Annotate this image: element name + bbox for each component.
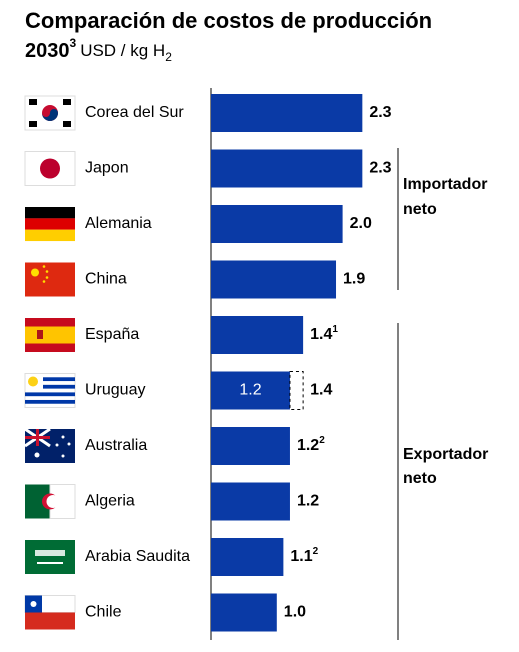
flag-part bbox=[25, 392, 75, 397]
flag-part bbox=[42, 109, 58, 121]
value-label: 1.1 bbox=[290, 548, 312, 565]
value-label-group: 2.3 bbox=[369, 160, 391, 177]
category-label: Japon bbox=[85, 160, 129, 177]
group-label: Exportador bbox=[403, 446, 488, 463]
category-label: China bbox=[85, 271, 127, 288]
flag-part bbox=[61, 435, 65, 439]
bar bbox=[211, 260, 337, 299]
value-label: 1.2 bbox=[297, 437, 319, 454]
category-label: Alemania bbox=[85, 215, 152, 232]
footnote: 2 bbox=[313, 546, 319, 557]
flag-part bbox=[55, 443, 59, 447]
value-label: 1.4 bbox=[310, 326, 332, 343]
category-label: Australia bbox=[85, 437, 147, 454]
category-label: Uruguay bbox=[85, 382, 145, 399]
flag-part bbox=[46, 495, 60, 508]
flag-part bbox=[37, 330, 43, 339]
chart-title: Comparación de costos de producción bbox=[25, 8, 432, 33]
category-label: Corea del Sur bbox=[85, 104, 184, 121]
value-label-group: 1.0 bbox=[284, 604, 306, 621]
flag-part bbox=[63, 121, 71, 127]
flag bbox=[24, 151, 76, 186]
bar bbox=[211, 482, 290, 521]
flag bbox=[25, 207, 75, 242]
value-label-group: 1.22 bbox=[297, 435, 325, 455]
flag-part bbox=[43, 384, 75, 389]
flag-part bbox=[35, 550, 65, 556]
title-footnote: 3 bbox=[70, 36, 77, 50]
flag bbox=[24, 427, 75, 463]
flag-part bbox=[25, 229, 75, 242]
flag bbox=[25, 262, 75, 297]
value-label: 1.2 bbox=[297, 493, 319, 510]
footnote: 1 bbox=[332, 324, 338, 335]
flag-part bbox=[42, 265, 46, 268]
unit-subscript: 2 bbox=[165, 50, 172, 64]
group-label: neto bbox=[403, 201, 437, 218]
group-label: Importador bbox=[403, 176, 487, 193]
value-label: 1.0 bbox=[284, 604, 306, 621]
value-label-group: 1.41 bbox=[310, 324, 338, 344]
flag-part bbox=[61, 454, 65, 458]
category-label: Chile bbox=[85, 604, 122, 621]
flag-part bbox=[31, 268, 39, 277]
category-label: España bbox=[85, 326, 139, 343]
flag-part bbox=[25, 612, 75, 630]
flag bbox=[25, 484, 76, 519]
value-label: 2.3 bbox=[369, 160, 391, 177]
footnote: 2 bbox=[319, 435, 325, 446]
title-year: 2030 bbox=[25, 40, 70, 62]
value-label: 1.4 bbox=[310, 382, 332, 399]
bar bbox=[211, 149, 363, 188]
value-label-group: 1.9 bbox=[343, 271, 365, 288]
value-label: 1.2 bbox=[239, 382, 261, 399]
flag bbox=[25, 540, 75, 574]
flag-part bbox=[45, 276, 49, 279]
flag-part bbox=[37, 562, 63, 564]
subtitle: 20303 USD / kg H2 bbox=[25, 36, 172, 64]
flag bbox=[24, 95, 76, 131]
flag-part bbox=[25, 399, 75, 404]
flag-part bbox=[29, 121, 37, 127]
bar bbox=[211, 94, 363, 132]
flag bbox=[24, 373, 76, 408]
bar bbox=[211, 316, 304, 354]
value-label: 2.0 bbox=[350, 215, 372, 232]
value-label-group: 1.12 bbox=[290, 546, 318, 566]
flag bbox=[24, 595, 76, 630]
flag-part bbox=[28, 376, 38, 387]
flag-part bbox=[42, 280, 46, 283]
flag bbox=[25, 318, 75, 352]
bar bbox=[211, 538, 284, 576]
flag-bg bbox=[25, 262, 75, 297]
flag-part bbox=[25, 326, 75, 344]
flag-part bbox=[67, 442, 71, 446]
category-label: Arabia Saudita bbox=[85, 548, 190, 565]
bar-extension bbox=[289, 371, 304, 410]
flag-part bbox=[43, 377, 75, 382]
flag-part bbox=[25, 207, 75, 219]
value-label-group: 2.0 bbox=[350, 215, 372, 232]
value-label: 2.3 bbox=[369, 104, 391, 121]
bar bbox=[211, 371, 290, 410]
value-label-group: 2.3 bbox=[369, 104, 391, 121]
flag-part bbox=[25, 218, 75, 230]
value-label-group: 1.2 bbox=[297, 493, 319, 510]
flag-part bbox=[45, 270, 49, 273]
bar bbox=[211, 427, 290, 465]
unit: USD / kg H bbox=[80, 41, 165, 60]
value-label: 1.9 bbox=[343, 271, 365, 288]
bar bbox=[211, 205, 343, 243]
flag-part bbox=[29, 99, 37, 105]
flag-part bbox=[34, 452, 40, 458]
category-label: Algeria bbox=[85, 493, 135, 510]
bar bbox=[211, 593, 277, 632]
flag-part bbox=[40, 158, 60, 179]
group-label: neto bbox=[403, 470, 437, 487]
flag-part bbox=[63, 99, 71, 105]
flag-part bbox=[30, 601, 37, 607]
flag-bg bbox=[25, 540, 75, 574]
flag-part bbox=[25, 429, 50, 446]
